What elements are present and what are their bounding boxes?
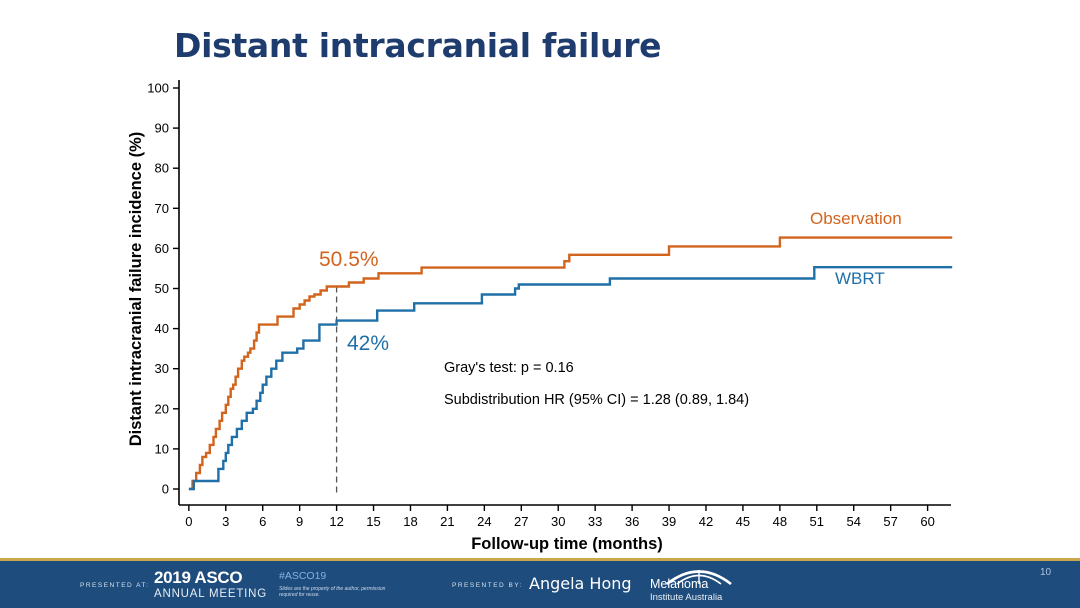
x-tick-label: 3 <box>222 514 229 529</box>
hazard-ratio-label: Subdistribution HR (95% CI) = 1.28 (0.89… <box>444 392 749 408</box>
y-tick-label: 20 <box>155 401 169 416</box>
presented-at-label: PRESENTED AT: <box>80 582 150 589</box>
x-tick-label: 54 <box>846 514 860 529</box>
x-tick-label: 60 <box>920 514 934 529</box>
y-tick-label: 10 <box>155 441 169 456</box>
observation-12m-label: 50.5% <box>319 248 379 271</box>
observation-step-line <box>188 236 953 491</box>
x-tick-label: 30 <box>551 514 565 529</box>
y-tick-label: 90 <box>155 121 169 136</box>
slide-footer: PRESENTED AT: 2019 ASCO ANNUAL MEETING #… <box>0 558 1080 608</box>
x-tick-label: 39 <box>662 514 676 529</box>
x-tick-label: 0 <box>185 514 192 529</box>
observation-legend-label: Observation <box>810 209 902 228</box>
hashtag-label: #ASCO19 <box>279 570 327 582</box>
x-tick-label: 6 <box>259 514 266 529</box>
wbrt-step-line <box>188 266 953 491</box>
x-tick-label: 45 <box>736 514 750 529</box>
chart-labels: Distant intracranial failure incidence (… <box>127 132 902 553</box>
x-tick-label: 57 <box>883 514 897 529</box>
y-tick-label: 50 <box>155 281 169 296</box>
y-tick-label: 30 <box>155 361 169 376</box>
chart-series <box>188 236 953 491</box>
grays-test-label: Gray's test: p = 0.16 <box>444 360 574 376</box>
x-tick-label: 36 <box>625 514 639 529</box>
y-tick-label: 100 <box>147 81 169 96</box>
x-axis-label: Follow-up time (months) <box>471 535 663 553</box>
x-tick-label: 51 <box>810 514 824 529</box>
copyright-note: Slides are the property of the author, p… <box>279 586 386 598</box>
x-tick-label: 24 <box>477 514 491 529</box>
y-axis-label: Distant intracranial failure incidence (… <box>127 132 145 447</box>
slide-title: Distant intracranial failure <box>174 26 662 65</box>
x-tick-label: 12 <box>329 514 343 529</box>
org-name-line1: Melanoma <box>650 577 709 591</box>
asco-meeting-label: ANNUAL MEETING <box>154 588 268 600</box>
wbrt-legend-label: WBRT <box>835 269 885 288</box>
y-tick-label: 0 <box>162 482 169 497</box>
x-tick-label: 9 <box>296 514 303 529</box>
y-tick-label: 40 <box>155 321 169 336</box>
x-tick-label: 33 <box>588 514 602 529</box>
x-tick-label: 18 <box>403 514 417 529</box>
x-tick-label: 42 <box>699 514 713 529</box>
x-tick-label: 27 <box>514 514 528 529</box>
y-tick-label: 60 <box>155 241 169 256</box>
y-tick-label: 80 <box>155 161 169 176</box>
x-tick-label: 15 <box>366 514 380 529</box>
x-tick-label: 21 <box>440 514 454 529</box>
x-tick-label: 48 <box>773 514 787 529</box>
melanoma-institute-logo-icon <box>666 570 732 585</box>
org-name-line2: Institute Australia <box>650 592 723 603</box>
presenter-name: Angela Hong <box>529 574 632 593</box>
presented-by-label: PRESENTED BY: <box>452 582 524 589</box>
asco-year-logo: 2019 ASCO <box>154 568 243 587</box>
page-number: 10 <box>1040 567 1052 578</box>
y-tick-label: 70 <box>155 201 169 216</box>
wbrt-12m-label: 42% <box>347 332 389 355</box>
